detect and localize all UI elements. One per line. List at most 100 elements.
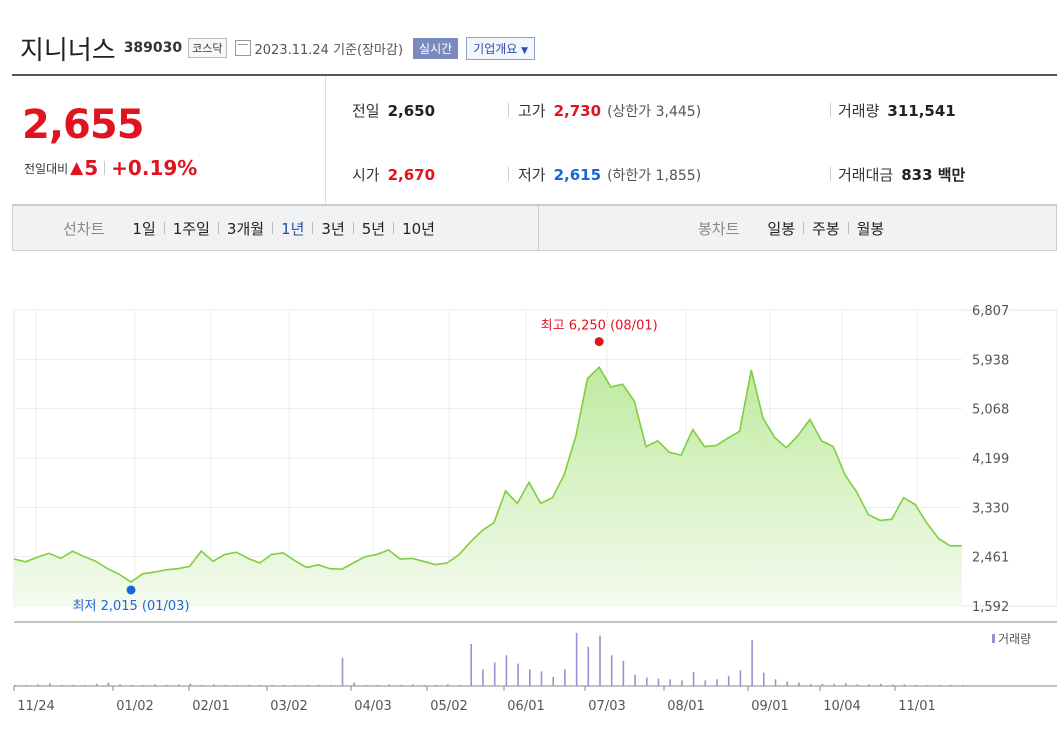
x-tick-label: 05/02 — [430, 699, 467, 714]
volume-bar — [411, 684, 414, 686]
up-triangle-icon: ▲ — [70, 158, 84, 178]
day-high: 고가 2,730 (상한가 3,445) — [518, 100, 701, 121]
max-label: 최고 6,250 (08/01) — [541, 319, 658, 334]
change-percent: +0.19% — [111, 156, 198, 180]
base-date: 2023.11.24 기준(장마감) — [254, 42, 404, 58]
period-separator — [803, 222, 805, 234]
price-change: 전일대비 ▲ 5 +0.19% — [24, 156, 197, 180]
line-chart-periods: 선차트 1일 1주일 3개월 1년 3년 5년 10년 — [63, 206, 443, 250]
volume-bar — [423, 684, 426, 686]
volume-bar — [271, 684, 274, 686]
period-1y[interactable]: 1년 — [281, 219, 305, 238]
volume-bar — [774, 679, 777, 686]
x-tick-label: 08/01 — [667, 699, 704, 714]
candle-monthly[interactable]: 월봉 — [856, 219, 885, 238]
price-box: 2,655 전일대비 ▲ 5 +0.19% — [12, 76, 326, 204]
period-separator — [163, 222, 165, 234]
volume-bar — [447, 684, 449, 686]
high-label: 고가 — [518, 102, 546, 120]
volume-bar — [236, 684, 238, 686]
volume-bar — [353, 682, 355, 686]
period-separator — [393, 222, 395, 234]
current-price: 2,655 — [22, 102, 145, 148]
x-tick-label: 03/02 — [270, 699, 307, 714]
volume-bar — [692, 672, 695, 686]
volume-bar — [634, 674, 636, 686]
volume-bar — [856, 684, 859, 686]
period-3m[interactable]: 3개월 — [226, 219, 265, 238]
period-separator — [352, 222, 354, 234]
volume-value: 311,541 — [887, 101, 956, 120]
volume-bar — [189, 683, 192, 686]
prev-close-label: 전일 — [352, 102, 380, 120]
candle-daily[interactable]: 일봉 — [767, 219, 796, 238]
volume-bar — [365, 684, 367, 686]
y-tick-label: 4,199 — [972, 452, 1009, 467]
low-label: 저가 — [518, 166, 546, 184]
period-1w[interactable]: 1주일 — [172, 219, 210, 238]
volume-bar — [341, 658, 344, 686]
volume-bar — [493, 662, 496, 686]
volume-bar — [868, 684, 870, 686]
volume-bar — [84, 684, 86, 686]
volume-bar — [201, 684, 203, 686]
amount-label: 거래대금 — [838, 166, 894, 184]
realtime-button[interactable]: 실시간 — [413, 37, 459, 59]
volume-bar — [903, 684, 906, 686]
volume-bar — [962, 684, 964, 686]
y-axis: 6,807 5,938 5,068 4,199 3,330 2,461 1,592 — [972, 304, 1009, 615]
period-separator — [312, 222, 314, 234]
volume-bar — [763, 672, 765, 686]
period-1d[interactable]: 1일 — [132, 219, 156, 238]
volume-bar — [435, 684, 437, 686]
volume-bar — [950, 684, 952, 686]
low-value: 2,615 — [553, 165, 602, 184]
y-tick-label: 1,592 — [972, 600, 1009, 615]
market-badge: 코스닥 — [188, 38, 227, 58]
volume-bar — [388, 684, 391, 686]
x-tick-label: 07/03 — [588, 699, 625, 714]
volume-bar — [938, 684, 941, 686]
y-tick-label: 3,330 — [972, 501, 1009, 516]
stock-code: 389030 — [123, 40, 183, 56]
volume-bar — [716, 679, 718, 686]
volume-bar — [470, 644, 472, 686]
volume-bars: 거래량 — [14, 632, 1031, 686]
volume-bar — [575, 632, 578, 686]
cell-divider — [508, 103, 509, 117]
volume-bar — [880, 683, 882, 686]
min-point — [126, 585, 136, 595]
volume-bar — [72, 684, 75, 686]
volume-bar — [587, 646, 590, 686]
volume-bar — [751, 640, 753, 686]
cell-divider — [830, 167, 831, 181]
day-low: 저가 2,615 (하한가 1,855) — [518, 164, 701, 185]
company-overview-dropdown[interactable]: 기업개요 ▼ — [466, 36, 536, 60]
y-tick-label: 5,068 — [972, 403, 1009, 418]
candle-chart-periods: 봉차트 일봉 주봉 월봉 — [698, 206, 892, 250]
amount-value: 833 백만 — [901, 166, 966, 184]
volume-bar — [809, 683, 812, 686]
period-bar-divider — [538, 206, 539, 250]
quote-panel: 2,655 전일대비 ▲ 5 +0.19% 전일 2,650 고가 2,730 … — [12, 76, 1057, 205]
volume-bar — [95, 683, 98, 686]
period-5y[interactable]: 5년 — [361, 219, 386, 238]
volume-bar — [400, 684, 402, 686]
candle-weekly[interactable]: 주봉 — [812, 219, 840, 238]
stock-name: 지니너스 — [20, 35, 116, 66]
cell-divider — [830, 103, 831, 117]
y-tick-label: 5,938 — [972, 353, 1009, 368]
volume-bar — [552, 677, 554, 686]
volume-bar — [294, 684, 297, 686]
period-3y[interactable]: 3년 — [321, 219, 345, 238]
prev-close: 전일 2,650 — [352, 100, 435, 121]
volume-bar — [681, 680, 683, 686]
volume-bar — [610, 655, 613, 686]
volume-bar — [131, 684, 133, 686]
open-price: 시가 2,670 — [352, 164, 435, 185]
period-10y[interactable]: 10년 — [402, 219, 435, 238]
upper-limit: (상한가 3,445) — [607, 103, 702, 120]
volume-bar — [669, 679, 671, 686]
x-tick-label: 04/03 — [354, 699, 391, 714]
